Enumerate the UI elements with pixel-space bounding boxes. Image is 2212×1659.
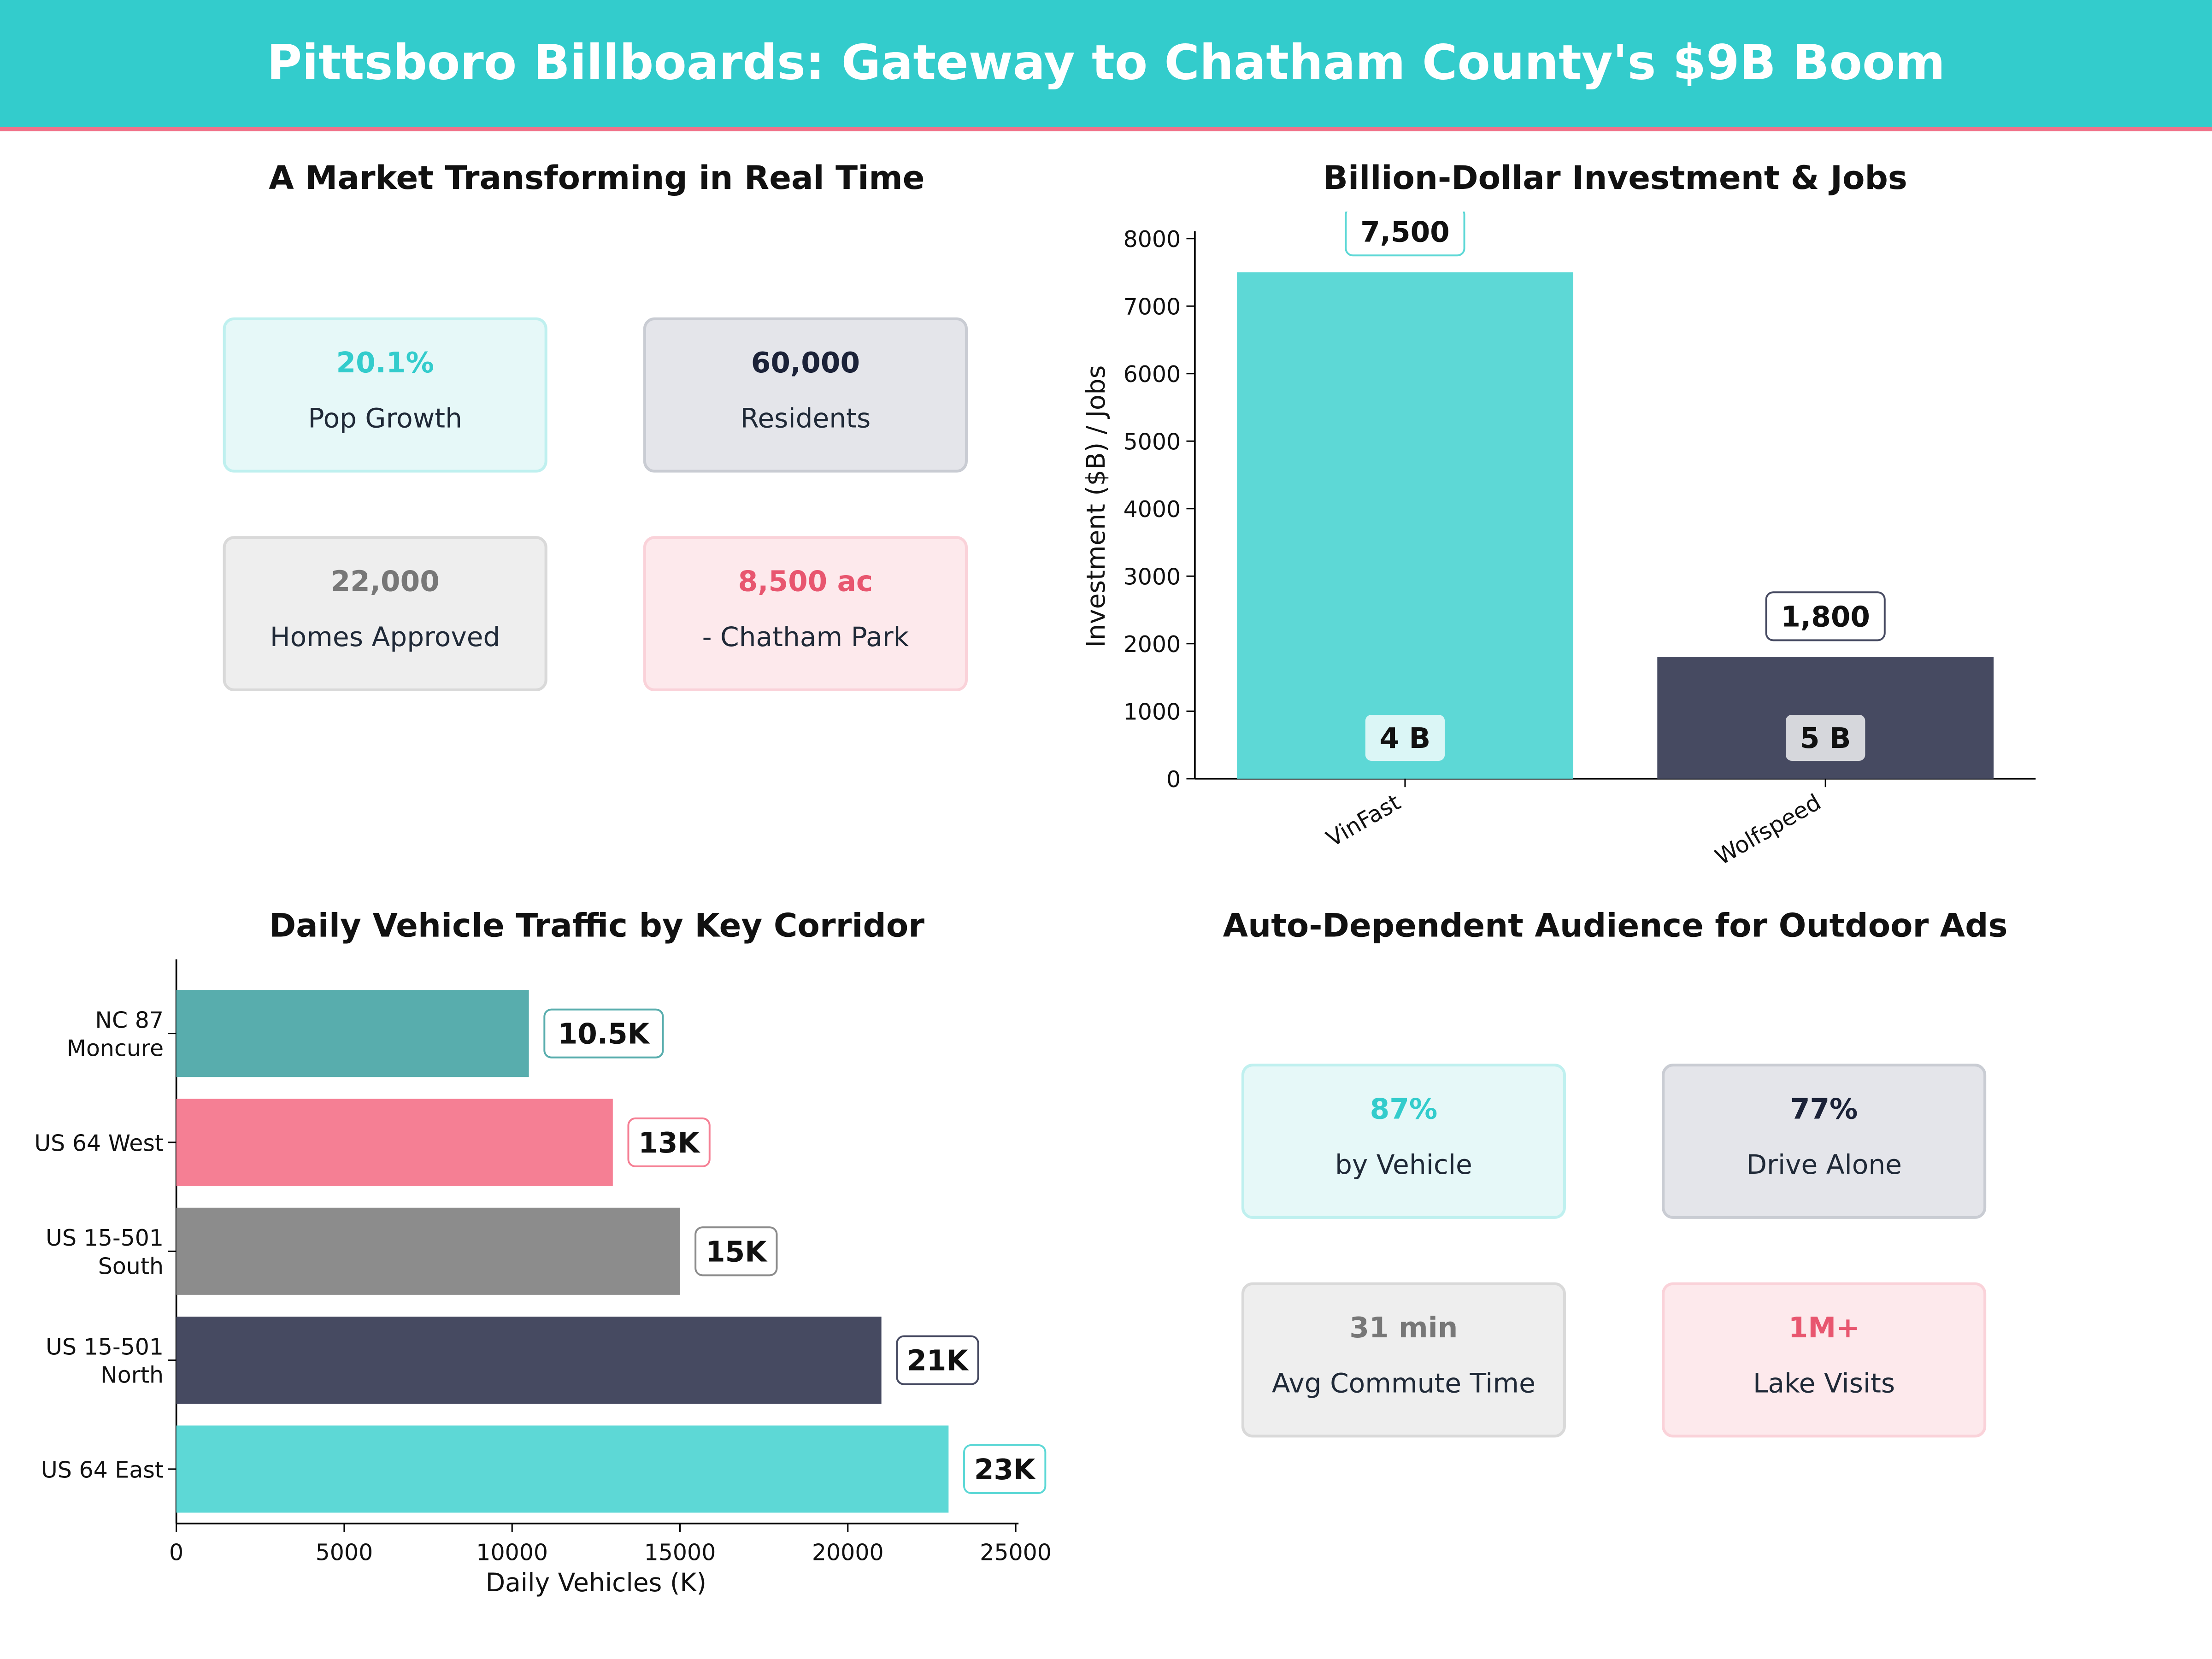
kpi-label: Drive Alone bbox=[1746, 1149, 1902, 1181]
bar-inner-label: 4 B bbox=[1380, 722, 1431, 755]
x-tick-label: 15000 bbox=[644, 1540, 716, 1566]
investment-bar-chart: 0 1000 2000 3000 4000 5000 6000 7000 8000 Investm… bbox=[1081, 212, 2036, 871]
bar-value-label-box bbox=[1765, 591, 1886, 641]
traffic-bar-chart: 0 5000 10000 15000 20000 25000 Daily Vehicles … bbox=[34, 959, 1052, 1597]
bar-value-label-box bbox=[896, 1335, 979, 1385]
bar-value-label-box bbox=[543, 1008, 664, 1059]
kpi-label: Residents bbox=[740, 403, 871, 435]
corridor-bar bbox=[176, 1425, 949, 1513]
kpi-value: 20.1% bbox=[336, 345, 434, 380]
x-axis-label: Daily Vehicles (K) bbox=[486, 1568, 706, 1597]
kpi-value: 77% bbox=[1790, 1092, 1858, 1126]
kpi-card-avg-commute: 31 min Avg Commute Time bbox=[1241, 1282, 1566, 1438]
bar-value-label-box bbox=[963, 1444, 1047, 1494]
y-tick-label: South bbox=[98, 1253, 164, 1279]
y-tick-label: US 64 West bbox=[34, 1130, 164, 1156]
kpi-value: 1M+ bbox=[1788, 1310, 1860, 1345]
kpi-label: by Vehicle bbox=[1335, 1149, 1472, 1181]
kpi-label: Lake Visits bbox=[1753, 1368, 1895, 1400]
y-tick-label: 4000 bbox=[1124, 496, 1181, 523]
bar-inner-label: 5 B bbox=[1800, 722, 1851, 755]
x-tick-label: 20000 bbox=[812, 1540, 884, 1566]
bar-value-label: 21K bbox=[907, 1345, 969, 1377]
traffic-chart-title: Daily Vehicle Traffic by Key Corridor bbox=[269, 908, 924, 946]
y-tick-label: 2000 bbox=[1124, 631, 1181, 658]
page-title: Pittsboro Billboards: Gateway to Chatham… bbox=[266, 35, 1945, 92]
corridor-bar bbox=[176, 1317, 882, 1404]
kpi-value: 8,500 ac bbox=[738, 564, 873, 598]
y-axis-label: Investment ($B) / Jobs bbox=[1081, 365, 1111, 648]
kpi-card-homes-approved: 22,000 Homes Approved bbox=[223, 536, 547, 691]
y-tick-label: 8000 bbox=[1124, 226, 1181, 253]
y-tick-label: 5000 bbox=[1124, 429, 1181, 455]
header-banner: Pittsboro Billboards: Gateway to Chatham… bbox=[0, 0, 2212, 131]
kpi-value: 22,000 bbox=[330, 564, 440, 598]
y-tick-label: NC 87 bbox=[95, 1007, 164, 1033]
y-tick-label: US 15-501 bbox=[46, 1334, 164, 1360]
kpi-card-residents: 60,000 Residents bbox=[643, 317, 968, 473]
kpi-card-pop-growth: 20.1% Pop Growth bbox=[223, 317, 547, 473]
y-tick-label: 3000 bbox=[1124, 564, 1181, 590]
y-tick-label: 6000 bbox=[1124, 361, 1181, 388]
x-tick-label: 10000 bbox=[476, 1540, 548, 1566]
bar-value-label: 13K bbox=[638, 1127, 700, 1159]
investment-chart-title: Billion-Dollar Investment & Jobs bbox=[1323, 160, 1907, 198]
bar-value-label: 1,800 bbox=[1781, 600, 1870, 633]
x-tick-label: 0 bbox=[169, 1540, 183, 1566]
bar-inner-label-box bbox=[1363, 712, 1447, 763]
bar-value-label-box bbox=[627, 1117, 711, 1167]
kpi-label: Avg Commute Time bbox=[1271, 1368, 1535, 1400]
market-panel-title: A Market Transforming in Real Time bbox=[269, 160, 925, 198]
audience-panel-title: Auto-Dependent Audience for Outdoor Ads bbox=[1223, 908, 2008, 946]
y-tick-label: 1000 bbox=[1124, 699, 1181, 725]
kpi-value: 87% bbox=[1370, 1092, 1438, 1126]
bar-value-label-box bbox=[694, 1226, 778, 1277]
kpi-value: 60,000 bbox=[751, 345, 860, 380]
corridor-bar bbox=[176, 1207, 680, 1295]
y-tick-label: North bbox=[100, 1362, 164, 1388]
corridor-bar bbox=[176, 990, 529, 1077]
y-tick-label: 7000 bbox=[1124, 294, 1181, 320]
kpi-value: 31 min bbox=[1349, 1310, 1458, 1345]
bar-vinfast bbox=[1237, 272, 1573, 779]
y-tick-label: 0 bbox=[1166, 766, 1181, 793]
bar-value-label-box bbox=[1345, 212, 1465, 257]
bar-value-label: 10.5K bbox=[558, 1018, 651, 1051]
y-tick-label: US 15-501 bbox=[46, 1225, 164, 1251]
bar-inner-label-box bbox=[1784, 712, 1867, 763]
bar-value-label: 15K bbox=[706, 1235, 768, 1268]
y-tick-label: US 64 East bbox=[41, 1457, 164, 1483]
kpi-label: Homes Approved bbox=[270, 622, 500, 653]
corridor-bar bbox=[176, 1099, 613, 1186]
kpi-label: Pop Growth bbox=[308, 403, 462, 435]
y-tick-label: Moncure bbox=[67, 1035, 164, 1062]
kpi-card-by-vehicle: 87% by Vehicle bbox=[1241, 1064, 1566, 1219]
kpi-card-drive-alone: 77% Drive Alone bbox=[1662, 1064, 1987, 1219]
x-tick-label: 5000 bbox=[316, 1540, 373, 1566]
kpi-card-lake-visits: 1M+ Lake Visits bbox=[1662, 1282, 1987, 1438]
kpi-label: - Chatham Park bbox=[702, 622, 909, 653]
kpi-card-chatham-park: 8,500 ac - Chatham Park bbox=[643, 536, 968, 691]
x-tick-label: Wolfspeed bbox=[1711, 789, 1825, 871]
bar-value-label: 7,500 bbox=[1360, 216, 1450, 248]
x-tick-label: VinFast bbox=[1322, 789, 1405, 852]
bar-value-label: 23K bbox=[974, 1453, 1036, 1486]
x-tick-label: 25000 bbox=[980, 1540, 1052, 1566]
